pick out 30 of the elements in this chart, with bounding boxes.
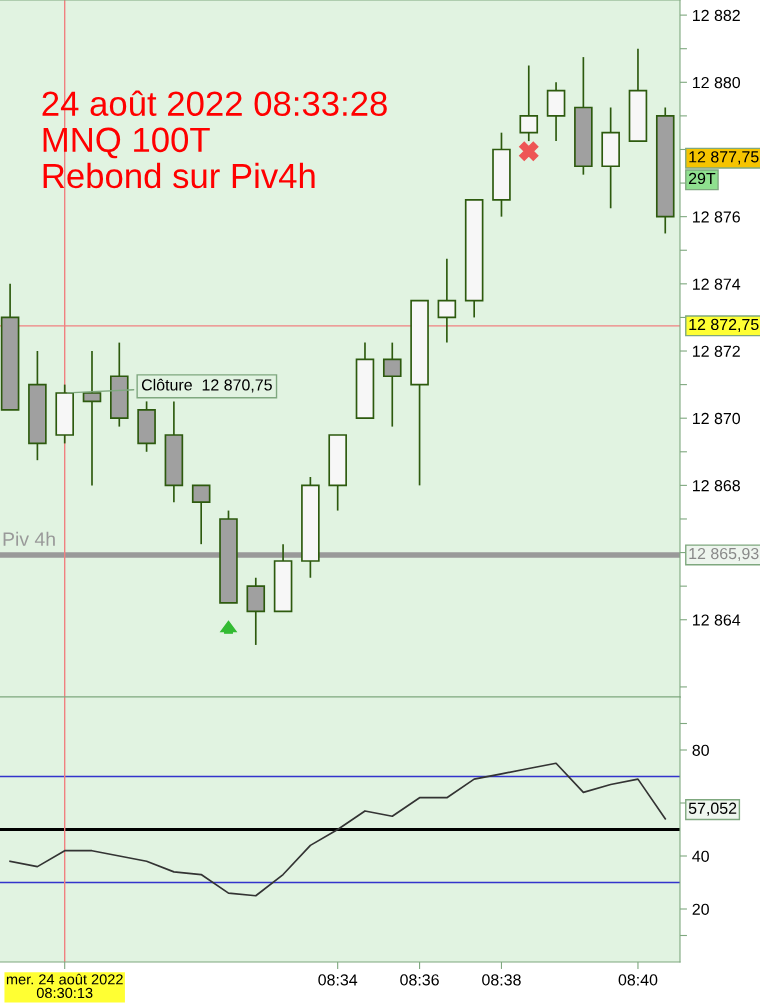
candlestick bbox=[82, 350, 102, 487]
candlestick bbox=[519, 64, 539, 142]
y-tick-label: 20 bbox=[692, 903, 709, 915]
line-series bbox=[9, 762, 667, 897]
x-tick-label: 08:38 bbox=[482, 974, 521, 986]
text: 24 août 2022 08:33:28 MNQ 100T Rebond sur Piv4h bbox=[42, 90, 387, 189]
y-tick-label: 12 864 bbox=[693, 614, 741, 626]
y-tick-label: 12 882 bbox=[693, 9, 740, 22]
y-tick-label: 40 bbox=[692, 850, 709, 862]
y-tick-label: 12 868 bbox=[693, 480, 740, 492]
text: 12 865,93 bbox=[689, 547, 759, 562]
candlestick bbox=[437, 257, 457, 344]
text: 57,052 bbox=[688, 802, 737, 816]
x-tick-label: 08:34 bbox=[318, 974, 358, 986]
y-tick-label: 12 874 bbox=[693, 278, 741, 290]
candlestick bbox=[382, 341, 402, 428]
y-tick-label: 12 870 bbox=[693, 412, 741, 425]
ref-line-label: Piv 4h bbox=[3, 531, 55, 546]
annotation: Clôture 12 870,75 bbox=[141, 378, 272, 393]
x-tick-label: 08:40 bbox=[618, 974, 658, 986]
text: 12 877,75 bbox=[689, 151, 759, 165]
y-tick-label: 12 872 bbox=[693, 345, 740, 357]
x-tick-label: mer. 24 août 2022 08:30:13 bbox=[6, 973, 123, 999]
y-tick-label: 12 880 bbox=[693, 76, 741, 89]
candlestick bbox=[191, 484, 211, 545]
y-tick-label: 12 876 bbox=[693, 211, 740, 223]
x-tick-label: 08:36 bbox=[400, 974, 439, 986]
y-tick-label: 80 bbox=[692, 744, 709, 756]
text: 29T bbox=[688, 172, 716, 185]
text: 12 872,75 bbox=[689, 318, 759, 332]
